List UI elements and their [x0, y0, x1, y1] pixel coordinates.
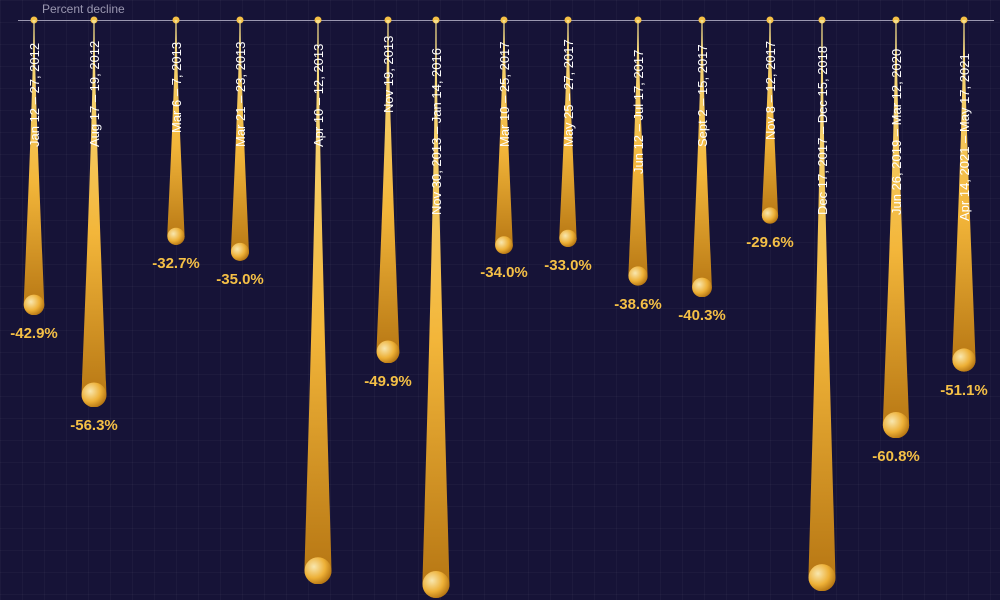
value-label: -40.3%: [678, 307, 726, 324]
value-label: -49.9%: [364, 373, 412, 390]
date-label: Nov 8 – 12, 2017: [763, 41, 778, 140]
axis-title: Percent decline: [42, 2, 125, 16]
decline-chart: Percent decline Jan 12 – 27, 2012 -42.9% A…: [0, 0, 1000, 600]
date-label: Mar 10 – 25, 2017: [497, 41, 512, 147]
date-label: Mar 6 – 7, 2013: [169, 42, 184, 133]
date-label: Dec 17, 2017 – Dec 15, 2018: [815, 45, 830, 214]
value-label: -56.3%: [70, 417, 118, 434]
date-label: Jan 12 – 27, 2012: [27, 43, 42, 147]
date-label: Jun 26, 2019 – Mar 12, 2020: [889, 48, 904, 214]
date-label: Apr 10 – 12, 2013: [311, 44, 326, 147]
value-label: -34.0%: [480, 264, 528, 281]
value-label: -29.6%: [746, 234, 794, 251]
value-label: -32.7%: [152, 255, 200, 272]
value-label: -42.9%: [10, 325, 58, 342]
date-label: Nov 30, 2013 – Jan 14, 2016: [429, 48, 444, 215]
date-label: May 25 – 27, 2017: [561, 39, 576, 147]
date-label: Apr 14, 2021 – May 17, 2021: [957, 54, 972, 222]
date-label: Sept 2 – 15, 2017: [695, 44, 710, 147]
date-label: Aug 17 – 19, 2012: [87, 41, 102, 147]
value-label: -60.8%: [872, 448, 920, 465]
value-label: -33.0%: [544, 257, 592, 274]
date-label: Mar 21 – 23, 2013: [233, 41, 248, 147]
date-label: Nov 19, 2013: [381, 36, 396, 113]
value-label: -51.1%: [940, 382, 988, 399]
date-label: Jun 12 – Jul 17, 2017: [631, 50, 646, 174]
value-label: -38.6%: [614, 296, 662, 313]
value-label: -35.0%: [216, 271, 264, 288]
